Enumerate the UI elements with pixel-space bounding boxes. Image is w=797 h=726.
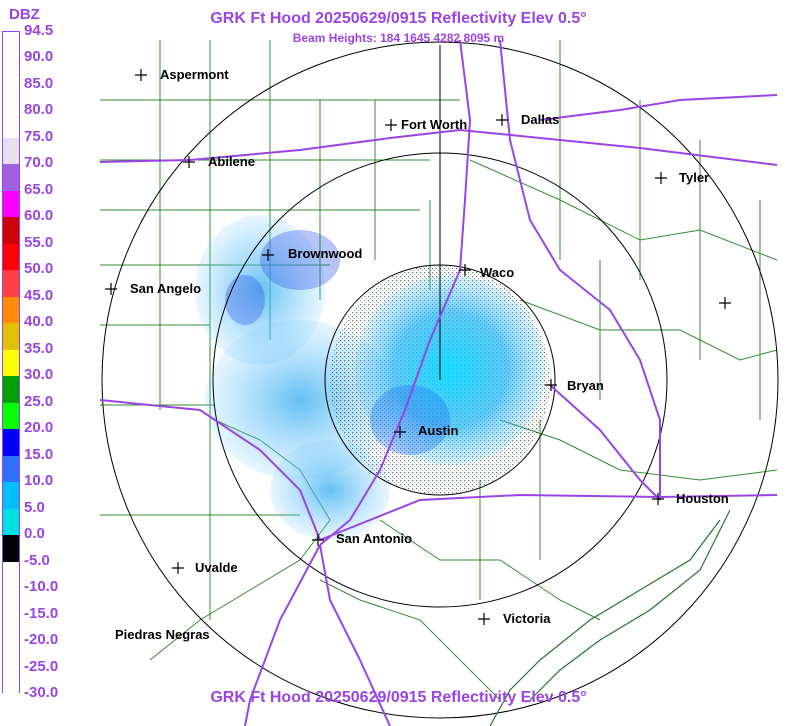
city-label-houston: Houston — [676, 491, 729, 506]
legend-swatch — [3, 614, 19, 642]
legend-label: 50.0 — [24, 260, 54, 278]
legend-swatch — [3, 402, 19, 430]
legend-swatch — [3, 429, 19, 457]
legend-label: 65.0 — [24, 180, 54, 198]
legend-label: -5.0 — [24, 551, 50, 569]
city-label-uvalde: Uvalde — [195, 560, 238, 575]
legend-title: DBZ — [9, 6, 40, 23]
city-label-aspermont: Aspermont — [160, 67, 229, 82]
beam-heights-subtitle: Beam Heights: 184 1645 4282 8095 m — [292, 31, 505, 45]
highways — [99, 39, 778, 726]
legend-label: 35.0 — [24, 339, 54, 357]
coastline — [489, 509, 731, 726]
legend-swatch — [3, 32, 19, 59]
legend-swatch — [3, 535, 19, 563]
legend-label: 85.0 — [24, 74, 54, 92]
legend-label: 30.0 — [24, 366, 54, 384]
legend-label: 25.0 — [24, 392, 54, 410]
city-label-victoria: Victoria — [503, 611, 551, 626]
legend-swatch — [3, 84, 19, 112]
legend-label: -10.0 — [24, 578, 59, 596]
legend-swatch — [3, 270, 19, 298]
legend-label: 94.5 — [24, 22, 54, 39]
legend-swatch — [3, 243, 19, 271]
city-label-brownwood: Brownwood — [288, 246, 363, 261]
city-label-abilene: Abilene — [208, 154, 255, 169]
city-label-fort-worth: Fort Worth — [401, 117, 468, 132]
legend-swatch — [3, 190, 19, 218]
city-label-san-angelo: San Angelo — [130, 281, 202, 296]
reflectivity-echoes — [195, 215, 550, 540]
legend-swatch — [3, 137, 19, 165]
legend-swatch — [3, 561, 19, 589]
legend-swatch — [3, 482, 19, 510]
legend-label: 10.0 — [24, 472, 54, 490]
legend-swatch — [3, 376, 19, 404]
city-label-austin: Austin — [418, 423, 459, 438]
city-markers — [105, 69, 731, 625]
legend-label: 45.0 — [24, 286, 54, 304]
legend-label: -20.0 — [24, 631, 59, 649]
legend-swatch — [3, 111, 19, 139]
city-label-piedras-negras: Piedras Negras — [115, 627, 210, 642]
legend-label: -15.0 — [24, 604, 59, 622]
legend-label: 0.0 — [24, 525, 45, 543]
legend-color-bar — [2, 31, 20, 695]
legend-label: 5.0 — [24, 498, 45, 516]
legend-swatch — [3, 641, 19, 668]
legend-label: 40.0 — [24, 313, 54, 331]
legend-swatch — [3, 588, 19, 616]
legend-label: 70.0 — [24, 154, 54, 172]
legend-label: 90.0 — [24, 48, 54, 66]
legend-label: -25.0 — [24, 657, 59, 675]
legend-swatch — [3, 323, 19, 351]
legend-label: 80.0 — [24, 101, 54, 119]
legend-swatch — [3, 217, 19, 245]
map-title: GRK Ft Hood 20250629/0915 Reflectivity E… — [210, 10, 587, 27]
legend-swatch — [3, 455, 19, 483]
legend-label: 15.0 — [24, 445, 54, 463]
legend-label: -30.0 — [24, 684, 59, 701]
legend-label: 55.0 — [24, 233, 54, 251]
city-label-waco: Waco — [480, 265, 515, 280]
legend-label: 20.0 — [24, 419, 54, 437]
legend-swatch — [3, 349, 19, 377]
legend-label: 75.0 — [24, 127, 54, 145]
city-label-tyler: Tyler — [679, 170, 710, 185]
city-label-dallas: Dallas — [521, 112, 560, 127]
legend-swatch — [3, 58, 19, 86]
legend-label: 60.0 — [24, 207, 54, 225]
dbz-legend: DBZ 94.5 90.0 85.0 80.0 75.0 70.0 65.0 60.0 55.0… — [0, 0, 70, 726]
legend-swatch — [3, 164, 19, 192]
legend-swatch — [3, 508, 19, 536]
city-label-san-antonio: San Antonio — [336, 531, 413, 546]
city-label-bryan: Bryan — [567, 378, 604, 393]
map-title-bottom: GRK Ft Hood 20250629/0915 Reflectivity E… — [210, 689, 587, 706]
legend-swatch — [3, 296, 19, 324]
range-rings — [101, 41, 779, 719]
legend-swatch — [3, 667, 19, 695]
